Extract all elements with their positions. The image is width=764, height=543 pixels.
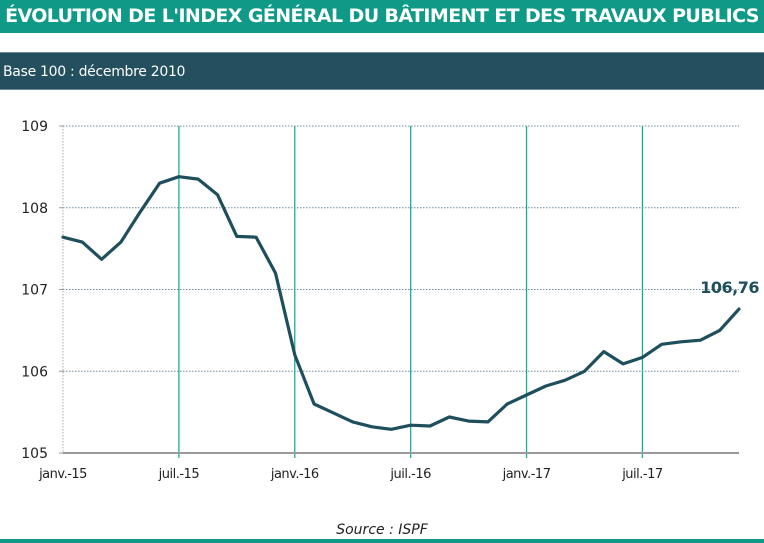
- data-point: [621, 362, 625, 366]
- data-point: [602, 350, 605, 353]
- data-point: [525, 393, 528, 397]
- data-point: [81, 240, 84, 244]
- data-point: [390, 428, 393, 431]
- data-point: [158, 182, 161, 185]
- data-label-last: 106,76: [700, 278, 759, 297]
- series-line: [61, 175, 741, 431]
- x-tick-label: juil.-16: [389, 467, 431, 482]
- chart-subtitle: Base 100 : décembre 2010: [0, 52, 764, 90]
- data-point: [293, 353, 296, 357]
- data-point: [216, 193, 219, 196]
- data-point: [448, 415, 451, 419]
- data-point: [139, 210, 142, 214]
- y-tick-label: 108: [21, 201, 48, 217]
- data-point: [718, 329, 721, 332]
- data-point: [699, 338, 702, 342]
- line-chart: 105 106 107 108 109 janv.-15 juil.-15 janv.-16 j…: [21, 119, 760, 482]
- data-point: [428, 424, 432, 428]
- data-point: [409, 424, 412, 427]
- data-point: [737, 307, 741, 311]
- data-point: [370, 425, 374, 429]
- y-tick-label: 105: [21, 446, 48, 462]
- data-point: [274, 271, 277, 275]
- data-point: [254, 235, 258, 239]
- bottom-divider: [0, 539, 764, 543]
- data-point: [351, 420, 354, 424]
- data-point: [332, 411, 335, 415]
- data-point: [312, 402, 316, 406]
- data-point: [544, 384, 548, 388]
- y-tick-label: 107: [21, 283, 48, 299]
- data-point: [679, 340, 683, 344]
- data-point: [235, 235, 239, 238]
- data-point: [467, 419, 470, 423]
- y-tick-label: 106: [21, 364, 48, 380]
- data-point: [563, 379, 567, 382]
- y-tick-label: 109: [21, 119, 48, 135]
- x-tick-label: janv.-15: [38, 467, 87, 482]
- data-point: [119, 240, 123, 244]
- data-point: [506, 402, 509, 406]
- data-point: [197, 177, 200, 181]
- data-point: [100, 258, 103, 261]
- source-note: Source : ISPF: [336, 522, 428, 538]
- data-point: [660, 343, 663, 346]
- data-point: [486, 420, 490, 424]
- data-point: [583, 370, 586, 373]
- data-point: [177, 175, 181, 178]
- data-point: [641, 356, 644, 359]
- x-tick-label: janv.-17: [502, 467, 551, 482]
- data-point: [61, 235, 65, 239]
- chart-title: ÉVOLUTION DE L'INDEX GÉNÉRAL DU BÂTIMENT…: [0, 0, 764, 33]
- x-tick-label: juil.-17: [621, 467, 663, 482]
- x-tick-label: janv.-16: [270, 467, 319, 482]
- x-tick-label: juil.-15: [158, 467, 200, 482]
